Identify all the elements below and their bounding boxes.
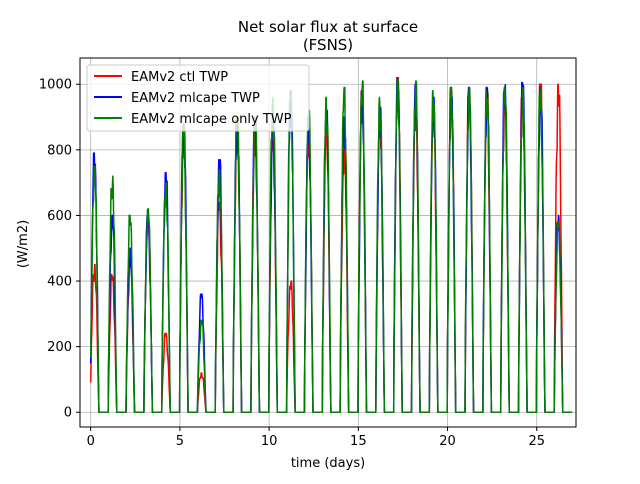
legend-box	[86, 64, 310, 132]
x-tick-label: 5	[176, 434, 184, 449]
x-tick-label: 10	[261, 434, 278, 449]
axis-ticks: 0 5 10 15 20 25 0 200 400 600 800 1000	[39, 78, 545, 449]
x-axis-label: time (days)	[291, 456, 365, 471]
y-tick-label: 200	[47, 340, 72, 355]
legend-label-ctl: EAMv2 ctl TWP	[131, 70, 228, 85]
x-tick-label: 15	[350, 434, 367, 449]
x-tick-label: 20	[439, 434, 456, 449]
legend: EAMv2 ctl TWP EAMv2 mlcape TWP EAMv2 mlc…	[86, 64, 310, 132]
chart-subtitle: (FSNS)	[303, 36, 353, 54]
series-line-3	[89, 78, 573, 413]
y-tick-label: 800	[47, 143, 72, 158]
legend-label-mlcape: EAMv2 mlcape TWP	[131, 91, 260, 106]
y-tick-label: 400	[47, 275, 72, 290]
series-lines	[89, 76, 573, 413]
plot-area-frame	[79, 57, 577, 428]
x-tick-label: 25	[528, 434, 545, 449]
chart-title: Net solar flux at surface	[238, 18, 418, 36]
y-tick-label: 600	[47, 209, 72, 224]
y-axis-label: (W/m2)	[16, 220, 31, 268]
legend-label-mlcape-only: EAMv2 mlcape only TWP	[131, 112, 292, 127]
y-tick-label: 0	[64, 406, 72, 421]
x-tick-label: 0	[87, 434, 95, 449]
y-tick-label: 1000	[39, 78, 72, 93]
